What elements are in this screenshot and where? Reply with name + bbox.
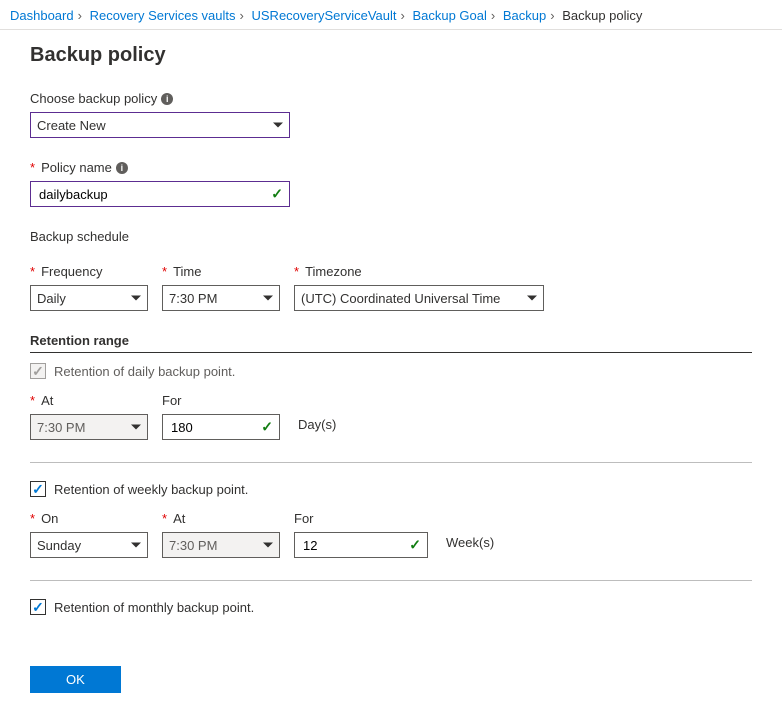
breadcrumb: Dashboard › Recovery Services vaults › USR…	[0, 0, 782, 30]
weekly-at-label: *At	[162, 511, 280, 526]
page-title: Backup policy	[30, 44, 752, 67]
breadcrumb-link[interactable]: Recovery Services vaults	[90, 8, 236, 23]
check-icon: ✓	[32, 482, 44, 496]
footer: OK	[0, 656, 782, 707]
check-icon: ✓	[32, 364, 44, 378]
breadcrumb-link[interactable]: Backup Goal	[412, 8, 486, 23]
time-value: 7:30 PM	[169, 291, 217, 306]
timezone-label: *Timezone	[294, 264, 544, 279]
choose-policy-label: Choose backup policy i	[30, 91, 752, 106]
retention-range-heading: Retention range	[30, 333, 752, 348]
chevron-right-icon: ›	[240, 8, 244, 23]
choose-policy-value: Create New	[37, 118, 106, 133]
frequency-value: Daily	[37, 291, 66, 306]
policy-name-label: *Policy name i	[30, 160, 752, 175]
timezone-value: (UTC) Coordinated Universal Time	[301, 291, 500, 306]
chevron-down-icon	[131, 296, 141, 301]
frequency-select[interactable]: Daily	[30, 285, 148, 311]
ok-button[interactable]: OK	[30, 666, 121, 693]
chevron-right-icon: ›	[491, 8, 495, 23]
check-icon: ✓	[271, 186, 283, 203]
weekly-on-label: *On	[30, 511, 148, 526]
weekly-at-select: 7:30 PM	[162, 532, 280, 558]
info-icon[interactable]: i	[161, 93, 173, 105]
chevron-right-icon: ›	[400, 8, 404, 23]
weekly-on-select[interactable]: Sunday	[30, 532, 148, 558]
backup-schedule-heading: Backup schedule	[30, 229, 752, 244]
chevron-down-icon	[263, 296, 273, 301]
breadcrumb-link[interactable]: Dashboard	[10, 8, 74, 23]
chevron-down-icon	[131, 543, 141, 548]
weekly-for-input-wrapper: ✓	[294, 532, 428, 558]
time-select[interactable]: 7:30 PM	[162, 285, 280, 311]
chevron-down-icon	[273, 123, 283, 128]
choose-policy-select[interactable]: Create New	[30, 112, 290, 138]
frequency-label: *Frequency	[30, 264, 148, 279]
chevron-down-icon	[263, 543, 273, 548]
timezone-select[interactable]: (UTC) Coordinated Universal Time	[294, 285, 544, 311]
retention-weekly-checkbox[interactable]: ✓	[30, 481, 46, 497]
retention-daily-checkbox: ✓	[30, 363, 46, 379]
retention-monthly-label: Retention of monthly backup point.	[54, 600, 254, 615]
chevron-down-icon	[527, 296, 537, 301]
policy-name-input[interactable]	[37, 186, 283, 203]
weekly-for-label: For	[294, 511, 428, 526]
chevron-down-icon	[131, 425, 141, 430]
daily-for-input[interactable]	[169, 419, 273, 436]
time-label: *Time	[162, 264, 280, 279]
info-icon[interactable]: i	[116, 162, 128, 174]
check-icon: ✓	[32, 600, 44, 614]
weekly-on-value: Sunday	[37, 538, 81, 553]
daily-at-value: 7:30 PM	[37, 420, 85, 435]
check-icon: ✓	[409, 537, 421, 554]
daily-for-label: For	[162, 393, 280, 408]
check-icon: ✓	[261, 419, 273, 436]
chevron-right-icon: ›	[78, 8, 82, 23]
breadcrumb-current: Backup policy	[562, 8, 642, 23]
chevron-right-icon: ›	[550, 8, 554, 23]
retention-weekly-label: Retention of weekly backup point.	[54, 482, 248, 497]
daily-at-label: *At	[30, 393, 148, 408]
breadcrumb-link[interactable]: USRecoveryServiceVault	[252, 8, 397, 23]
weekly-for-input[interactable]	[301, 537, 421, 554]
weekly-unit: Week(s)	[446, 511, 494, 550]
weekly-at-value: 7:30 PM	[169, 538, 217, 553]
breadcrumb-link[interactable]: Backup	[503, 8, 546, 23]
daily-unit: Day(s)	[298, 393, 336, 432]
retention-monthly-checkbox[interactable]: ✓	[30, 599, 46, 615]
daily-for-input-wrapper: ✓	[162, 414, 280, 440]
retention-daily-label: Retention of daily backup point.	[54, 364, 235, 379]
policy-name-input-wrapper: ✓	[30, 181, 290, 207]
daily-at-select: 7:30 PM	[30, 414, 148, 440]
